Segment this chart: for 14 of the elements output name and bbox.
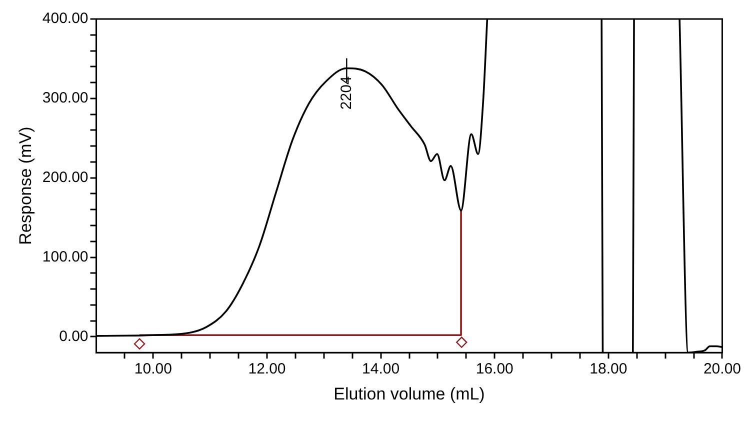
- x-tick-label: 16.00: [476, 360, 514, 378]
- y-tick-label: 300.00: [42, 90, 88, 107]
- annotation: 2204: [338, 76, 355, 110]
- y-tick-label: 0.00: [59, 328, 88, 345]
- y-axis-title: Response (mV): [16, 126, 35, 245]
- y-tick-label: 200.00: [42, 169, 88, 186]
- y-tick-label: 400.00: [42, 10, 88, 28]
- x-tick-label: 14.00: [362, 360, 400, 378]
- x-tick-label: 20.00: [703, 360, 742, 378]
- x-axis-title: Elution volume (mL): [334, 384, 485, 404]
- y-tick-label: 100.00: [42, 248, 88, 266]
- x-tick-label: 10.00: [134, 360, 172, 378]
- x-tick-label: 12.00: [248, 360, 286, 378]
- x-tick-label: 18.00: [590, 360, 628, 378]
